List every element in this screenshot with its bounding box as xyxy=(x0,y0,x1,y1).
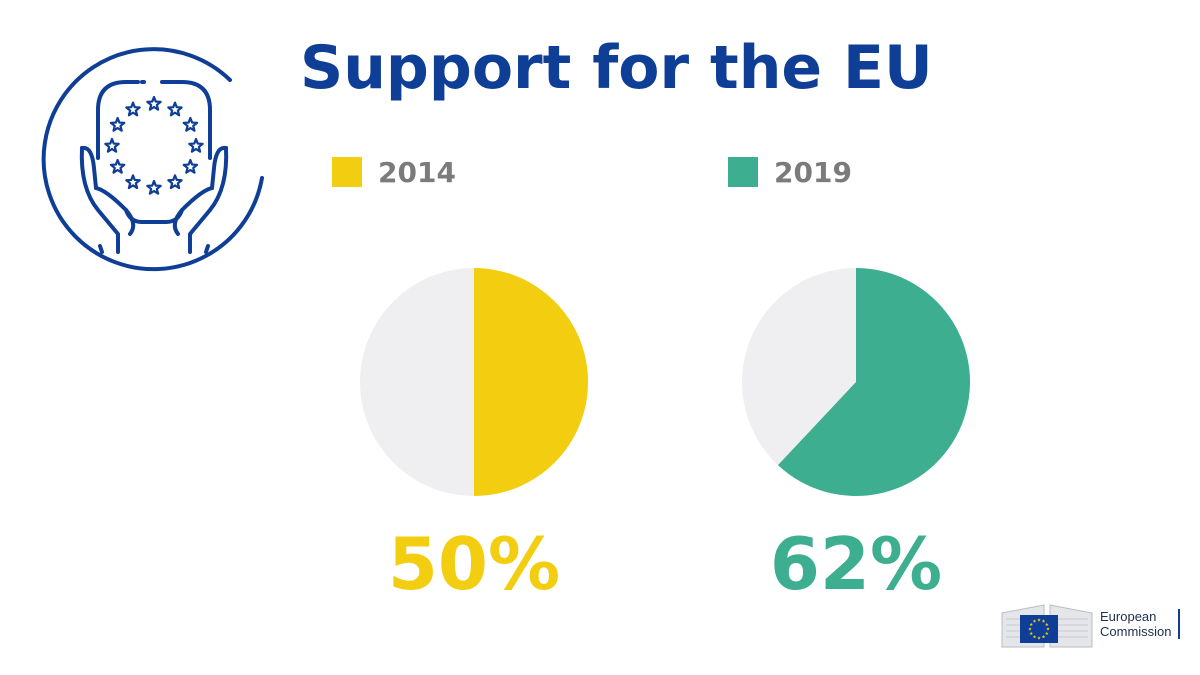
pie-chart-2014 xyxy=(360,268,588,496)
flag-star-icon xyxy=(1032,619,1037,623)
eu-star-icon xyxy=(182,116,199,132)
legend-swatch-2019 xyxy=(728,157,758,187)
flag-star-icon xyxy=(1045,631,1049,635)
eu-star-icon xyxy=(109,158,126,174)
flag-star-icon xyxy=(1028,627,1032,631)
eu-star-icon xyxy=(146,179,162,195)
flag-star-icon xyxy=(1046,627,1050,631)
hands-eu-stars-icon xyxy=(41,47,264,272)
pie-slice-2014 xyxy=(474,268,588,496)
value-label-2019: 62% xyxy=(769,522,943,606)
page-title: Support for the EU xyxy=(300,33,933,103)
eu-star-icon xyxy=(188,137,204,153)
eu-star-icon xyxy=(125,174,141,190)
eu-star-icon xyxy=(182,158,199,174)
eu-star-icon xyxy=(104,137,120,153)
flag-star-icon xyxy=(1045,622,1049,626)
flag-star-icon xyxy=(1041,619,1046,623)
european-commission-logo: European Commission xyxy=(1000,598,1180,650)
flag-star-icon xyxy=(1037,636,1041,640)
eu-star-icon xyxy=(167,174,183,190)
legend-item-2019: 2019 xyxy=(728,154,852,190)
berlaymont-building-icon xyxy=(1001,604,1093,648)
logo-line-1: European xyxy=(1100,609,1157,624)
legend-swatch-2014 xyxy=(332,157,362,187)
flag-star-icon xyxy=(1029,622,1033,626)
legend-item-2014: 2014 xyxy=(332,154,456,190)
flag-star-icon xyxy=(1029,631,1033,635)
eu-star-icon xyxy=(167,101,183,117)
flag-star-icon xyxy=(1037,618,1041,622)
flag-star-icon xyxy=(1041,634,1046,639)
legend-label-2014: 2014 xyxy=(378,155,456,189)
value-label-2014: 50% xyxy=(387,522,561,606)
logo-line-2: Commission xyxy=(1100,624,1172,639)
pie-slice-2019 xyxy=(777,268,971,496)
legend-label-2019: 2019 xyxy=(774,155,852,189)
flag-star-icon xyxy=(1032,634,1037,639)
eu-star-icon xyxy=(146,95,162,111)
pie-chart-2019 xyxy=(742,268,971,496)
eu-star-icon xyxy=(125,101,141,117)
eu-star-icon xyxy=(109,116,126,132)
